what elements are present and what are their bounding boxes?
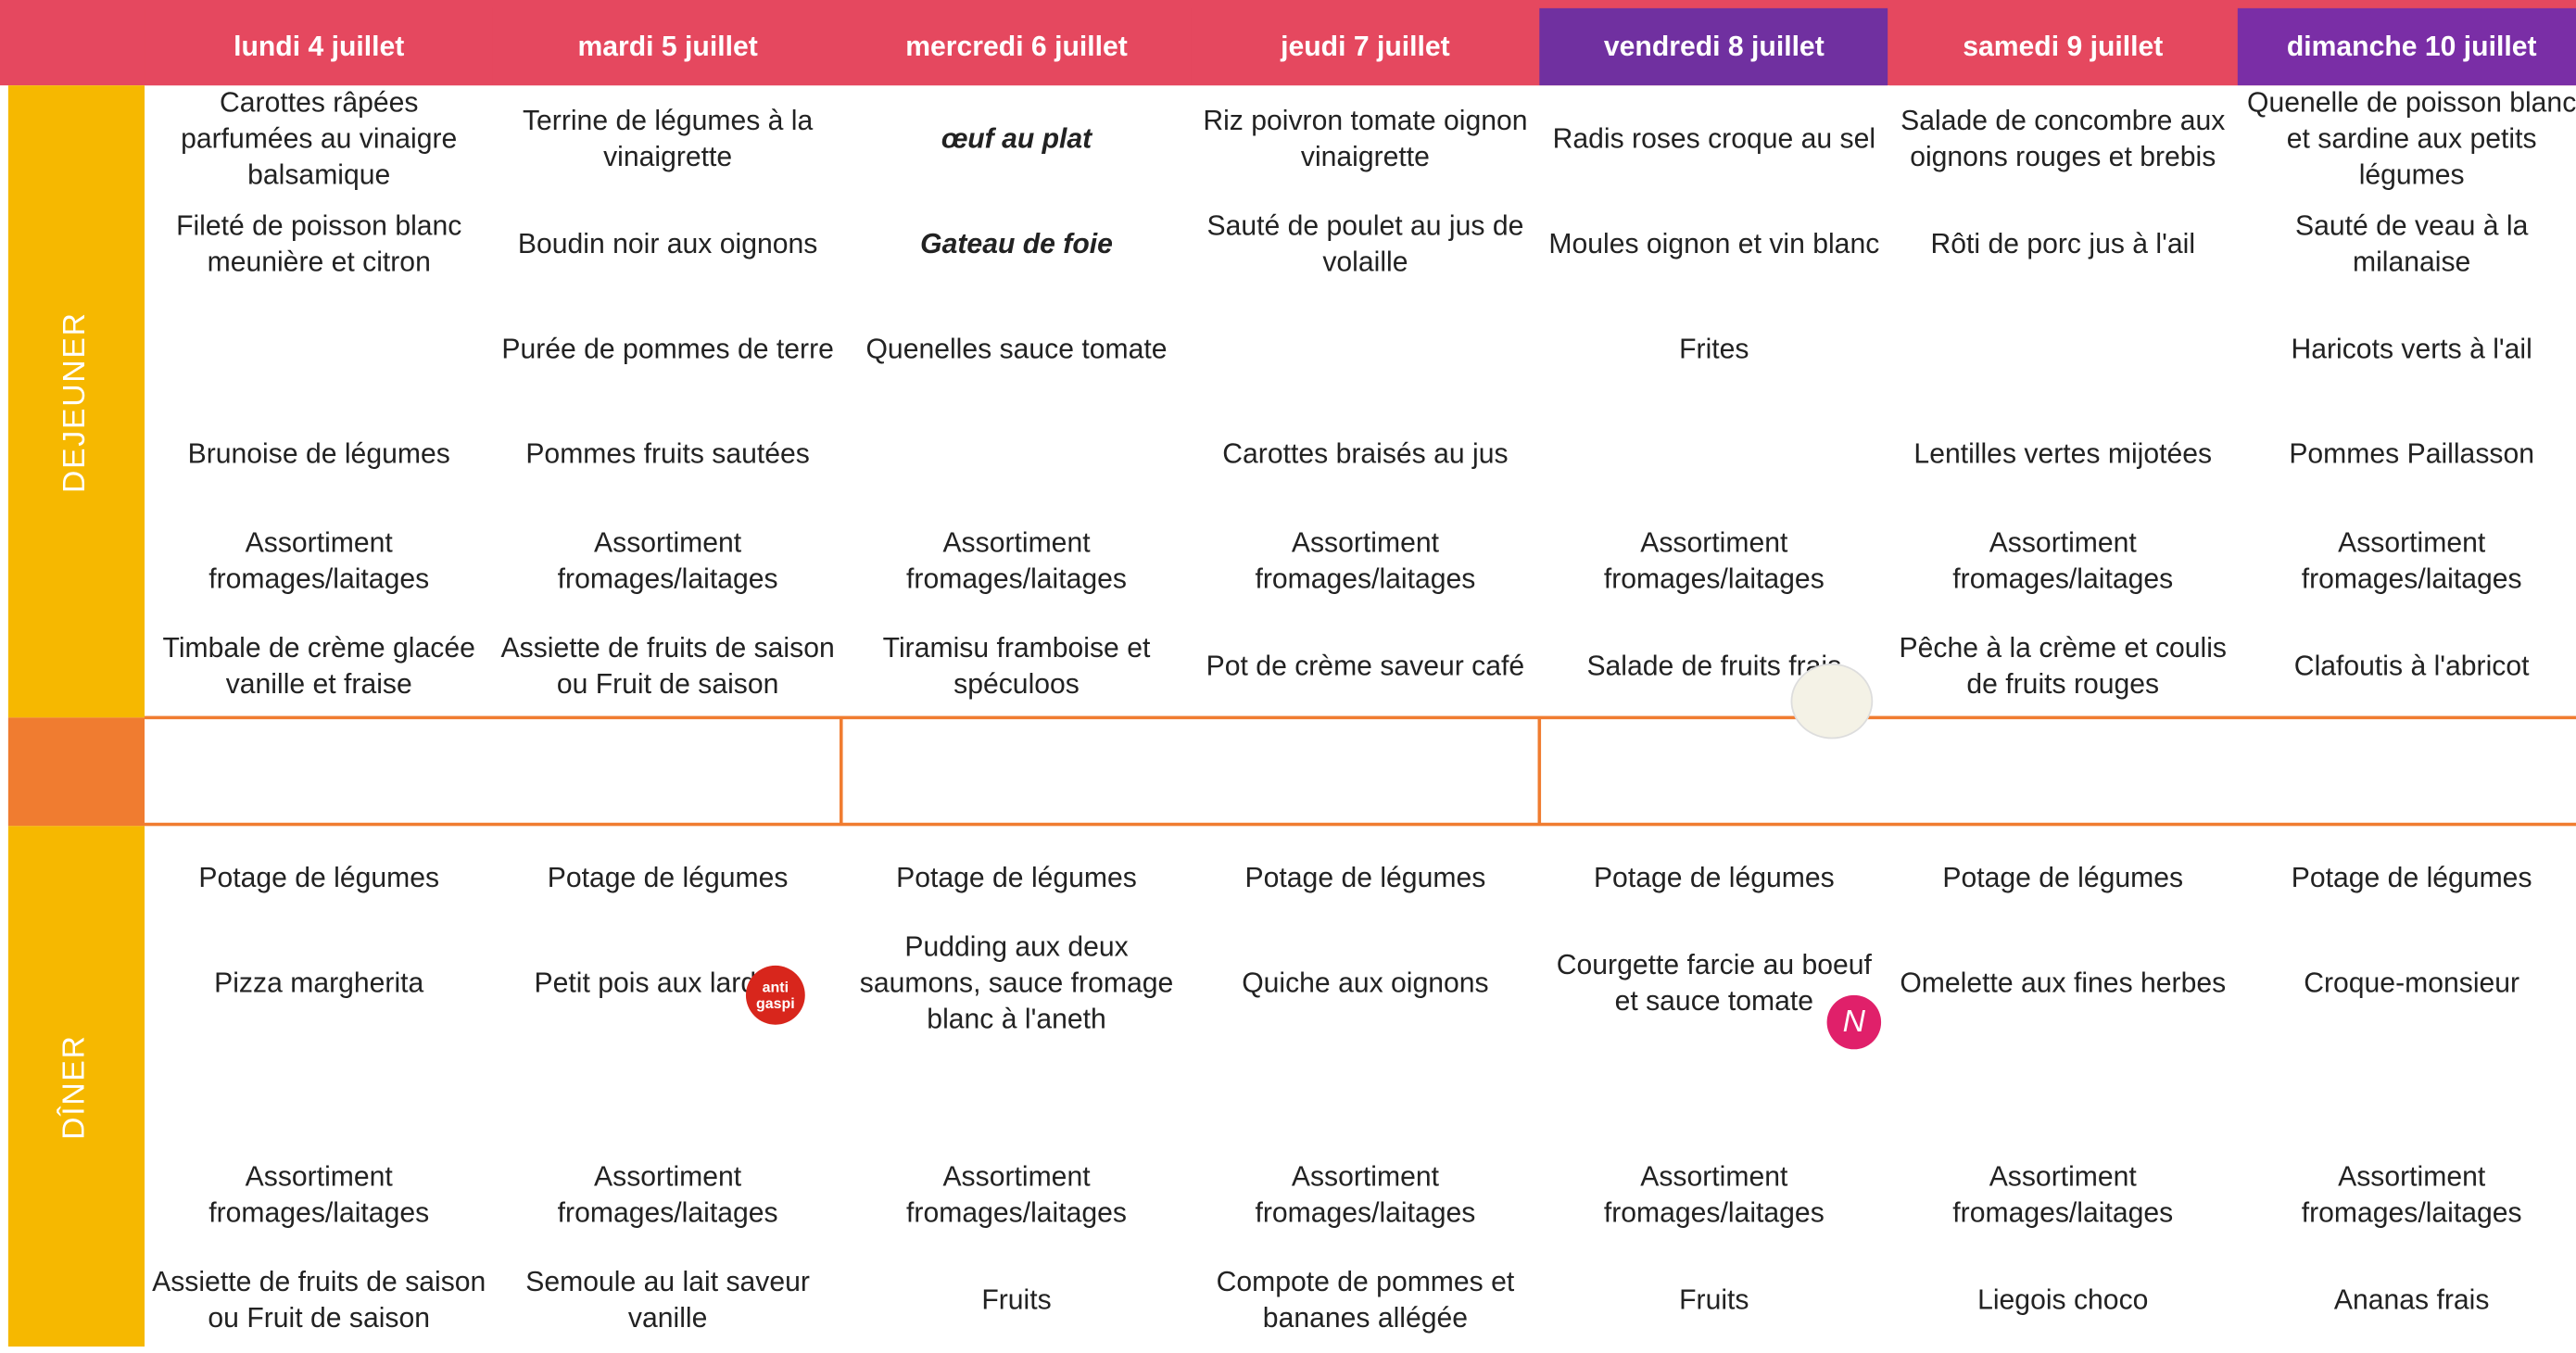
menu-item: Brunoise de légumes	[187, 438, 450, 470]
menu-item: Potage de légumes	[547, 862, 789, 893]
menu-item: Courgette farcie au boeuf et sauce tomat…	[1556, 949, 1872, 1017]
day-header: mardi 5 juillet	[493, 7, 842, 86]
menu-item: Pommes Paillasson	[2289, 438, 2534, 470]
menu-item: Omelette aux fines herbes	[1900, 967, 2227, 999]
menu-item: Pêche à la crème et coulis de fruits rou…	[1899, 632, 2228, 700]
menu-item: Moules oignon et vin blanc	[1548, 228, 1880, 259]
menu-item: Potage de légumes	[896, 862, 1137, 893]
menu-item: Potage de légumes	[1942, 862, 2184, 893]
menu-item: Liegois choco	[1977, 1283, 2149, 1316]
menu-item: Radis roses croque au sel	[1552, 122, 1876, 155]
dinner-label: DÎNER	[57, 1033, 94, 1139]
day-header: samedi 9 juillet	[1888, 7, 2238, 86]
menu-item: Fileté de poisson blanc meunière et citr…	[176, 209, 462, 278]
menu-item: Lentilles vertes mijotées	[1913, 438, 2213, 470]
menu-item: Purée de pommes de terre	[501, 333, 834, 365]
menu-item: Assortiment fromages/laitages	[1255, 526, 1476, 595]
menu-item: Ananas frais	[2333, 1283, 2490, 1316]
separator-line	[1537, 717, 1542, 825]
menu-item: Tiramisu framboise et spéculoos	[882, 632, 1151, 700]
menu-item: Assiette de fruits de saison ou Fruit de…	[500, 632, 835, 700]
anti-gaspi-icon: anti gaspi	[745, 965, 805, 1025]
menu-item: Gateau de foie	[920, 228, 1113, 259]
day-header: jeudi 7 juillet	[1191, 7, 1540, 86]
separator-row	[145, 715, 2576, 827]
badge	[1790, 663, 1874, 740]
menu-item: Assortiment fromages/laitages	[2301, 1160, 2522, 1229]
menu-item: Assortiment fromages/laitages	[208, 1160, 430, 1229]
menu-item: Assortiment fromages/laitages	[1952, 1160, 2174, 1229]
menu-item: Fruits	[981, 1283, 1052, 1316]
dinner-side: DÎNER	[7, 826, 145, 1347]
menu-item: Assortiment fromages/laitages	[557, 1160, 778, 1229]
menu-item: Carottes râpées parfumées au vinaigre ba…	[181, 86, 458, 191]
menu-item: Potage de légumes	[2291, 862, 2532, 893]
menu-item: Pot de crème saveur café	[1206, 650, 1525, 682]
menu-item: Salade de fruits frais	[1586, 650, 1842, 682]
menu-item: Assortiment fromages/laitages	[1952, 526, 2174, 595]
menu-item: Potage de légumes	[1244, 862, 1486, 893]
menu-item: Timbale de crème glacée vanille et frais…	[162, 632, 475, 700]
menu-item: Assortiment fromages/laitages	[1603, 1160, 1825, 1229]
lunch-label: DEJEUNER	[57, 310, 94, 493]
menu-item: Carottes braisés au jus	[1222, 438, 1509, 470]
logo-icon: N	[1826, 994, 1882, 1050]
menu-item: Pommes fruits sautées	[525, 438, 810, 470]
menu-item: Sauté de poulet au jus de volaille	[1206, 209, 1524, 278]
separator-side	[7, 717, 145, 827]
day-header: lundi 4 juillet	[145, 7, 494, 86]
menu-item: Assiette de fruits de saison ou Fruit de…	[152, 1266, 486, 1334]
menu-item: Fruits	[1679, 1283, 1749, 1316]
menu-item: Quenelle de poisson blanc et sardine aux…	[2247, 86, 2576, 191]
menu-item: Assortiment fromages/laitages	[1603, 526, 1825, 595]
menu-item: Quenelles sauce tomate	[865, 333, 1168, 365]
menu-item: œuf au plat	[941, 122, 1092, 155]
menu-item: Terrine de légumes à la vinaigrette	[522, 105, 814, 173]
day-header: mercredi 6 juillet	[841, 7, 1192, 86]
lunch-side: DEJEUNER	[7, 85, 145, 718]
menu-item: Assortiment fromages/laitages	[1255, 1160, 1476, 1229]
icon-text: gaspi	[755, 994, 795, 1012]
menu-item: Frites	[1679, 333, 1749, 365]
day-header: dimanche 10 juillet	[2237, 7, 2576, 86]
separator-line	[840, 717, 843, 825]
menu-item: Compote de pommes et bananes allégée	[1216, 1266, 1515, 1334]
menu-item: Pudding aux deux saumons, sauce fromage …	[859, 930, 1174, 1035]
menu-item: Semoule au lait saveur vanille	[525, 1266, 810, 1334]
menu-item: Assortiment fromages/laitages	[208, 526, 430, 595]
menu-item: Assortiment fromages/laitages	[557, 526, 778, 595]
menu-item: Haricots verts à l'ail	[2291, 333, 2532, 365]
menu-item: Sauté de veau à la milanaise	[2294, 209, 2529, 278]
menu-item: Croque-monsieur	[2304, 967, 2520, 999]
menu-item: Potage de légumes	[1593, 862, 1835, 893]
menu-item: Quiche aux oignons	[1242, 967, 1489, 999]
icon-text: anti	[762, 979, 789, 995]
day-header: vendredi 8 juillet	[1539, 7, 1889, 86]
menu-item: Potage de légumes	[198, 862, 440, 893]
menu-item: Salade de concombre aux oignons rouges e…	[1900, 105, 2226, 173]
menu-item: Pizza margherita	[214, 967, 424, 999]
menu-item: Assortiment fromages/laitages	[2301, 526, 2522, 595]
menu-item: Clafoutis à l'abricot	[2293, 650, 2530, 682]
menu-item: Assortiment fromages/laitages	[906, 1160, 1127, 1229]
menu-item: Assortiment fromages/laitages	[906, 526, 1127, 595]
menu-item: Rôti de porc jus à l'ail	[1930, 228, 2196, 259]
menu-item: Boudin noir aux oignons	[517, 228, 818, 259]
menu-item: Riz poivron tomate oignon vinaigrette	[1203, 105, 1528, 173]
